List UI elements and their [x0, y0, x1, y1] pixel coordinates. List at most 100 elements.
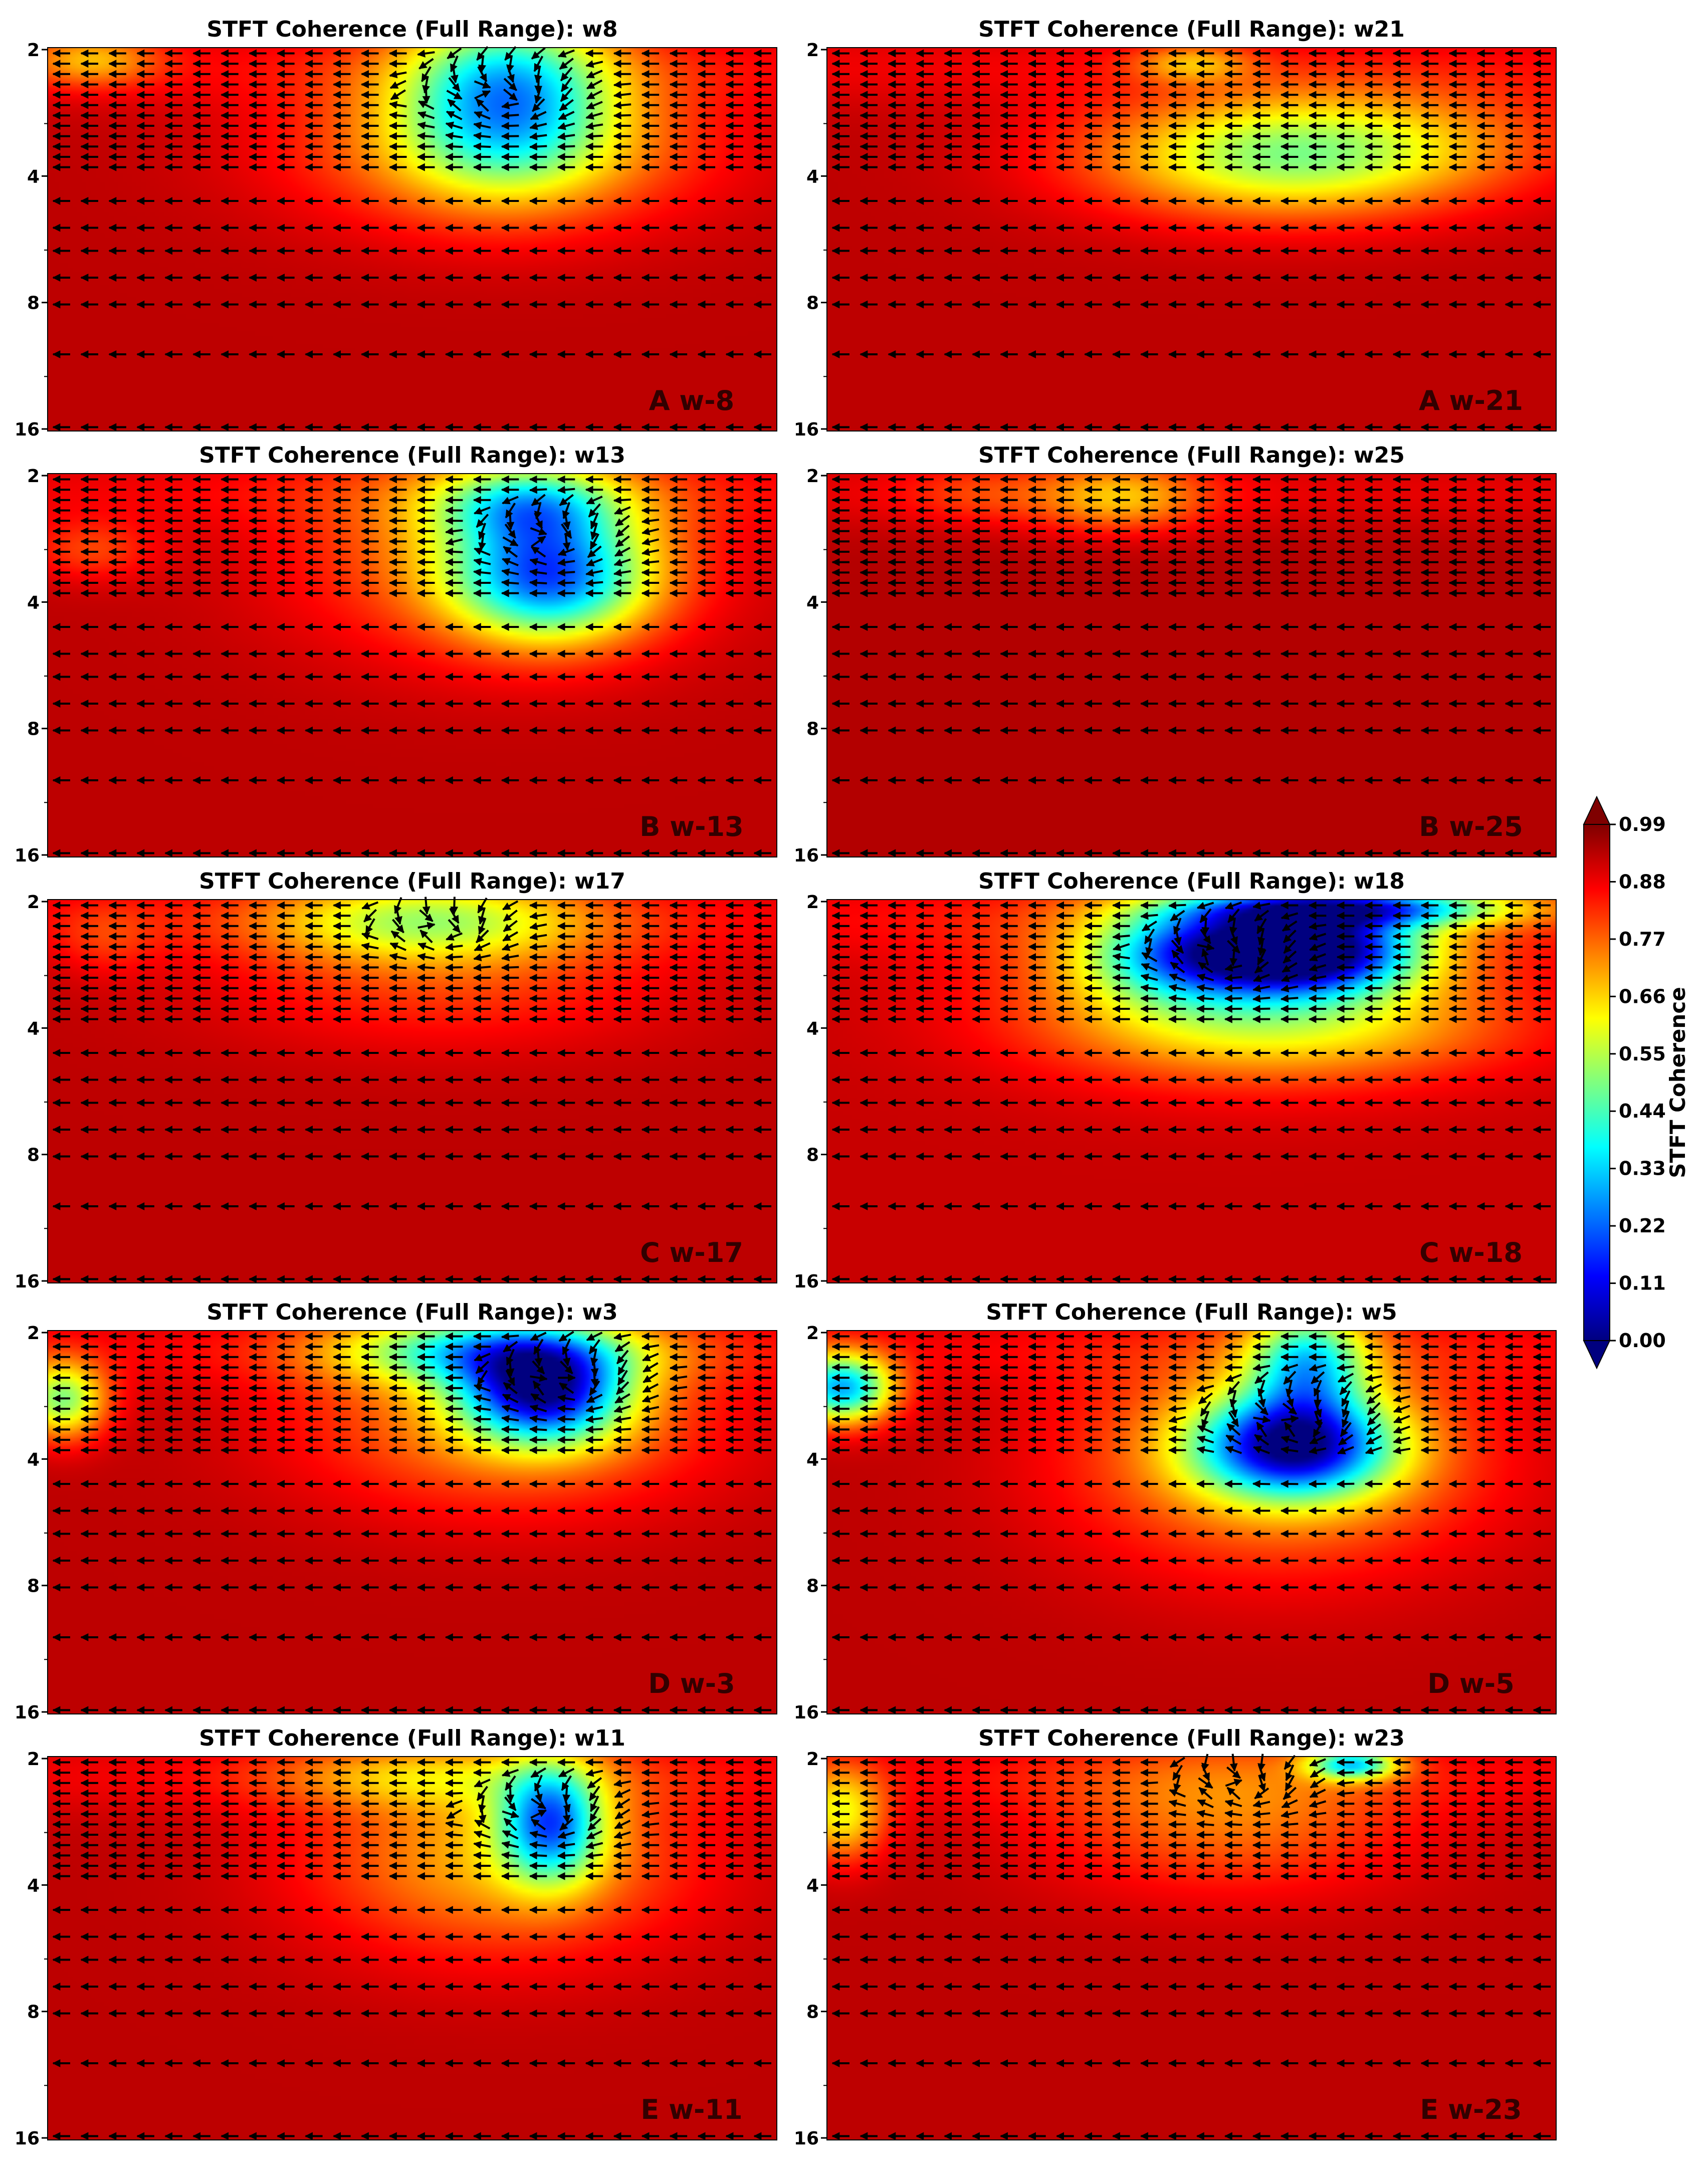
phase-arrow: [389, 101, 407, 109]
phase-arrow: [1201, 948, 1209, 966]
phase-arrow: [501, 111, 519, 120]
y-tick-label: 4: [27, 592, 40, 613]
y-tick-label: 2: [806, 1323, 819, 1344]
y-tick-label: 4: [27, 1018, 40, 1039]
phase-arrow: [1145, 938, 1153, 956]
phase-arrow: [529, 578, 547, 587]
phase-arrow: [1254, 961, 1269, 974]
phase-arrow: [1283, 930, 1297, 943]
phase-arrow: [1309, 953, 1326, 962]
phase-arrow: [389, 111, 407, 120]
phase-arrow: [669, 1394, 688, 1403]
phase-arrow: [590, 512, 599, 530]
phase-arrow: [361, 901, 379, 910]
phase-arrow: [614, 506, 631, 515]
phase-arrow: [445, 527, 463, 536]
y-tick-label: 4: [27, 1449, 40, 1470]
phase-arrow: [613, 496, 631, 504]
phase-arrow: [417, 100, 435, 110]
phase-arrow: [365, 918, 375, 934]
phase-arrow: [586, 496, 603, 505]
phase-arrow: [1112, 953, 1130, 961]
panel-label: E w-11: [640, 2094, 742, 2125]
phase-arrow: [669, 1374, 688, 1382]
phase-arrow: [1257, 949, 1266, 966]
phase-arrow: [1257, 928, 1265, 946]
y-tick-label: 16: [794, 845, 819, 866]
phase-arrow: [562, 1338, 571, 1356]
phase-arrow: [613, 91, 631, 99]
phase-arrow: [503, 910, 518, 922]
y-tick-label: 8: [806, 1145, 819, 1166]
phase-arrow: [613, 80, 631, 89]
phase-arrow: [534, 512, 543, 529]
phase-arrow: [534, 1348, 543, 1367]
phase-arrow: [529, 558, 547, 566]
phase-arrow: [417, 121, 435, 130]
phase-arrow: [529, 132, 547, 140]
phase-arrow: [613, 111, 631, 120]
phase-arrow: [1283, 940, 1297, 954]
panel-6: 2 4 8 16 STFT Coherence (Full Range): w18 C w…: [794, 869, 1557, 1292]
phase-arrow: [416, 963, 435, 972]
panel-title: STFT Coherence (Full Range): w3: [206, 1299, 617, 1325]
phase-arrow: [473, 963, 491, 972]
phase-arrow: [447, 47, 462, 60]
phase-arrows: [52, 897, 772, 1283]
phase-arrow: [585, 122, 603, 130]
phase-arrow: [529, 912, 547, 920]
phase-arrow: [590, 522, 598, 540]
panel-title: STFT Coherence (Full Range): w13: [199, 443, 625, 468]
phase-arrow: [446, 110, 463, 120]
phase-arrow: [1141, 952, 1158, 962]
phase-arrow: [445, 953, 463, 961]
phase-arrow: [614, 1341, 630, 1353]
phase-arrow: [1196, 1820, 1214, 1829]
phase-arrow: [501, 1425, 519, 1434]
phase-arrow: [478, 533, 486, 551]
phase-arrow: [390, 89, 406, 100]
y-tick-label: 2: [27, 466, 40, 487]
phase-arrow: [613, 579, 631, 587]
y-tick-label: 4: [27, 166, 40, 187]
phase-arrow: [502, 900, 519, 911]
phase-arrow: [477, 66, 488, 83]
phase-arrow: [529, 1425, 547, 1434]
phase-arrow: [1224, 901, 1242, 910]
y-tick-label: 16: [794, 1702, 819, 1723]
phase-arrow: [1168, 901, 1186, 910]
panel-label: C w-17: [640, 1237, 743, 1268]
phase-arrow: [613, 568, 631, 577]
y-tick-label: 4: [27, 1875, 40, 1896]
phase-arrow: [1227, 940, 1240, 954]
y-tick-label: 4: [806, 592, 819, 613]
y-tick-label: 8: [806, 719, 819, 740]
phase-arrow: [557, 486, 575, 494]
phase-arrow: [1224, 994, 1242, 1003]
phase-arrow: [589, 533, 599, 550]
panel-label: B w-25: [1419, 811, 1523, 842]
axes-frame: [47, 899, 777, 1283]
phase-arrow: [560, 77, 572, 92]
phase-arrow: [501, 578, 519, 587]
y-tick-label: 16: [15, 1271, 40, 1292]
phase-arrow: [1196, 984, 1214, 992]
phase-arrow: [557, 122, 575, 130]
phase-arrow: [1392, 1384, 1411, 1392]
phase-arrow: [503, 1341, 518, 1353]
axes-frame: [826, 47, 1557, 431]
phase-arrow: [588, 1339, 600, 1355]
phase-arrow: [557, 548, 575, 556]
y-tick-label: 2: [806, 466, 819, 487]
phase-arrow: [445, 121, 463, 130]
phase-arrow: [533, 1339, 544, 1355]
coherence-heatmap: [48, 474, 777, 857]
phase-arrow: [417, 49, 435, 58]
phase-arrow: [586, 90, 603, 100]
panel-2: 2 4 8 16 STFT Coherence (Full Range): w21 A w…: [794, 17, 1557, 440]
phase-arrow: [531, 535, 546, 547]
phase-arrow: [559, 58, 574, 70]
phase-arrow: [1171, 940, 1184, 954]
phase-arrow: [474, 111, 491, 120]
